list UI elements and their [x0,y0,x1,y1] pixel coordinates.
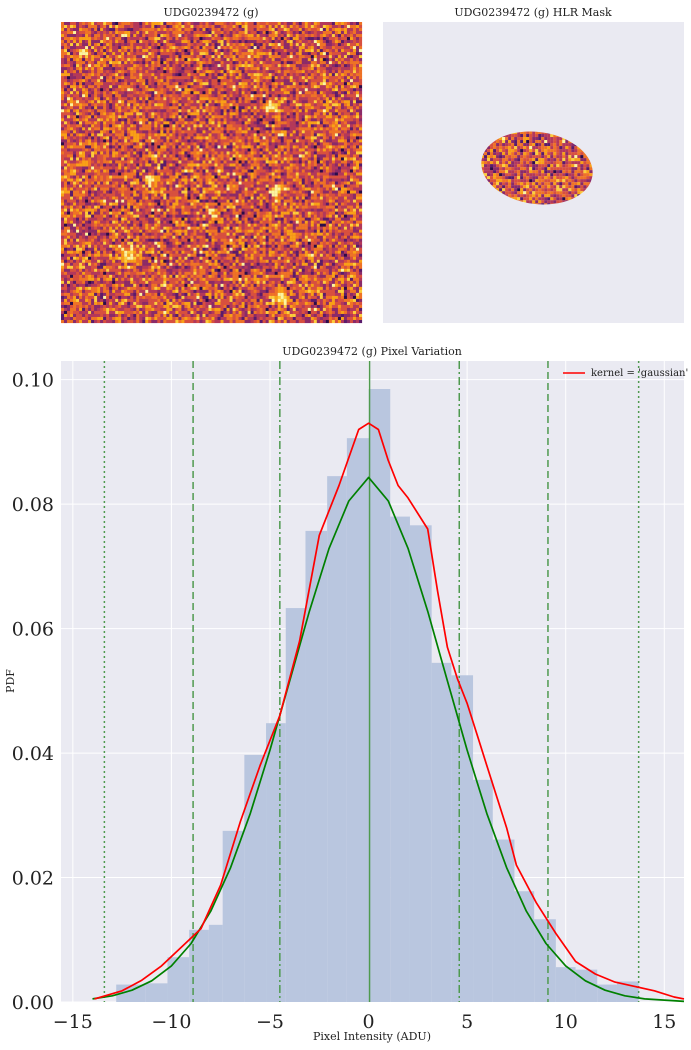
y-tick-label: 0.08 [12,494,54,516]
histogram-bar [285,608,306,1002]
histogram-bar [266,723,286,1002]
y-tick-label: 0.00 [12,992,54,1014]
y-tick-label: 0.10 [12,370,54,392]
x-tick-label: −15 [53,1011,93,1033]
x-tick-label: 15 [652,1011,676,1033]
histogram-bar [390,516,410,1002]
histogram-bar [451,675,474,1002]
x-axis-label: Pixel Intensity (ADU) [313,1030,431,1043]
x-tick-label: −10 [151,1011,191,1033]
x-axis-ticks: −15 −10 −5 0 5 10 15 [53,1011,677,1033]
histogram-bar [555,967,576,1002]
histogram-bar [189,929,209,1002]
histogram-bar [244,754,267,1002]
histogram-bar [431,662,452,1002]
x-tick-label: 0 [363,1011,375,1033]
chart-title: UDG0239472 (g) Pixel Variation [282,345,462,358]
histogram-bar [514,891,535,1002]
histogram-bar [222,830,245,1002]
histogram-bar [208,924,223,1002]
mask-panel-title: UDG0239472 (g) HLR Mask [454,6,612,19]
histogram [116,389,639,1002]
histogram-bar [409,525,432,1002]
reference-lines [103,361,640,1002]
y-tick-label: 0.04 [12,743,54,765]
galaxy-image-panel [61,22,363,324]
histogram-bar [305,530,328,1002]
x-tick-label: 5 [461,1011,473,1033]
histogram-bar [534,919,556,1002]
legend-label-kde: kernel = 'gaussian' [591,368,688,379]
x-tick-label: −5 [256,1011,284,1033]
histogram-bar [327,476,347,1002]
curves [92,422,685,1003]
histogram-bar [473,779,493,1002]
kde-curve [94,422,685,1000]
image-panel-title: UDG0239472 (g) [164,6,259,19]
histogram-bar [167,957,190,1002]
y-tick-label: 0.02 [12,868,54,890]
x-tick-label: 10 [554,1011,578,1033]
histogram-bar [346,438,369,1002]
y-tick-label: 0.06 [12,619,54,641]
histogram-bar [368,389,391,1002]
y-axis-ticks: 0.00 0.02 0.04 0.06 0.08 0.10 [12,370,54,1014]
legend: kernel = 'gaussian' [563,368,688,379]
histogram-bar [492,839,515,1002]
y-axis-label: PDF [4,669,17,693]
histogram-bar [145,983,168,1002]
hlr-mask-panel [383,22,684,323]
histogram-bar [116,984,146,1002]
normal-fit-curve [92,476,685,1003]
